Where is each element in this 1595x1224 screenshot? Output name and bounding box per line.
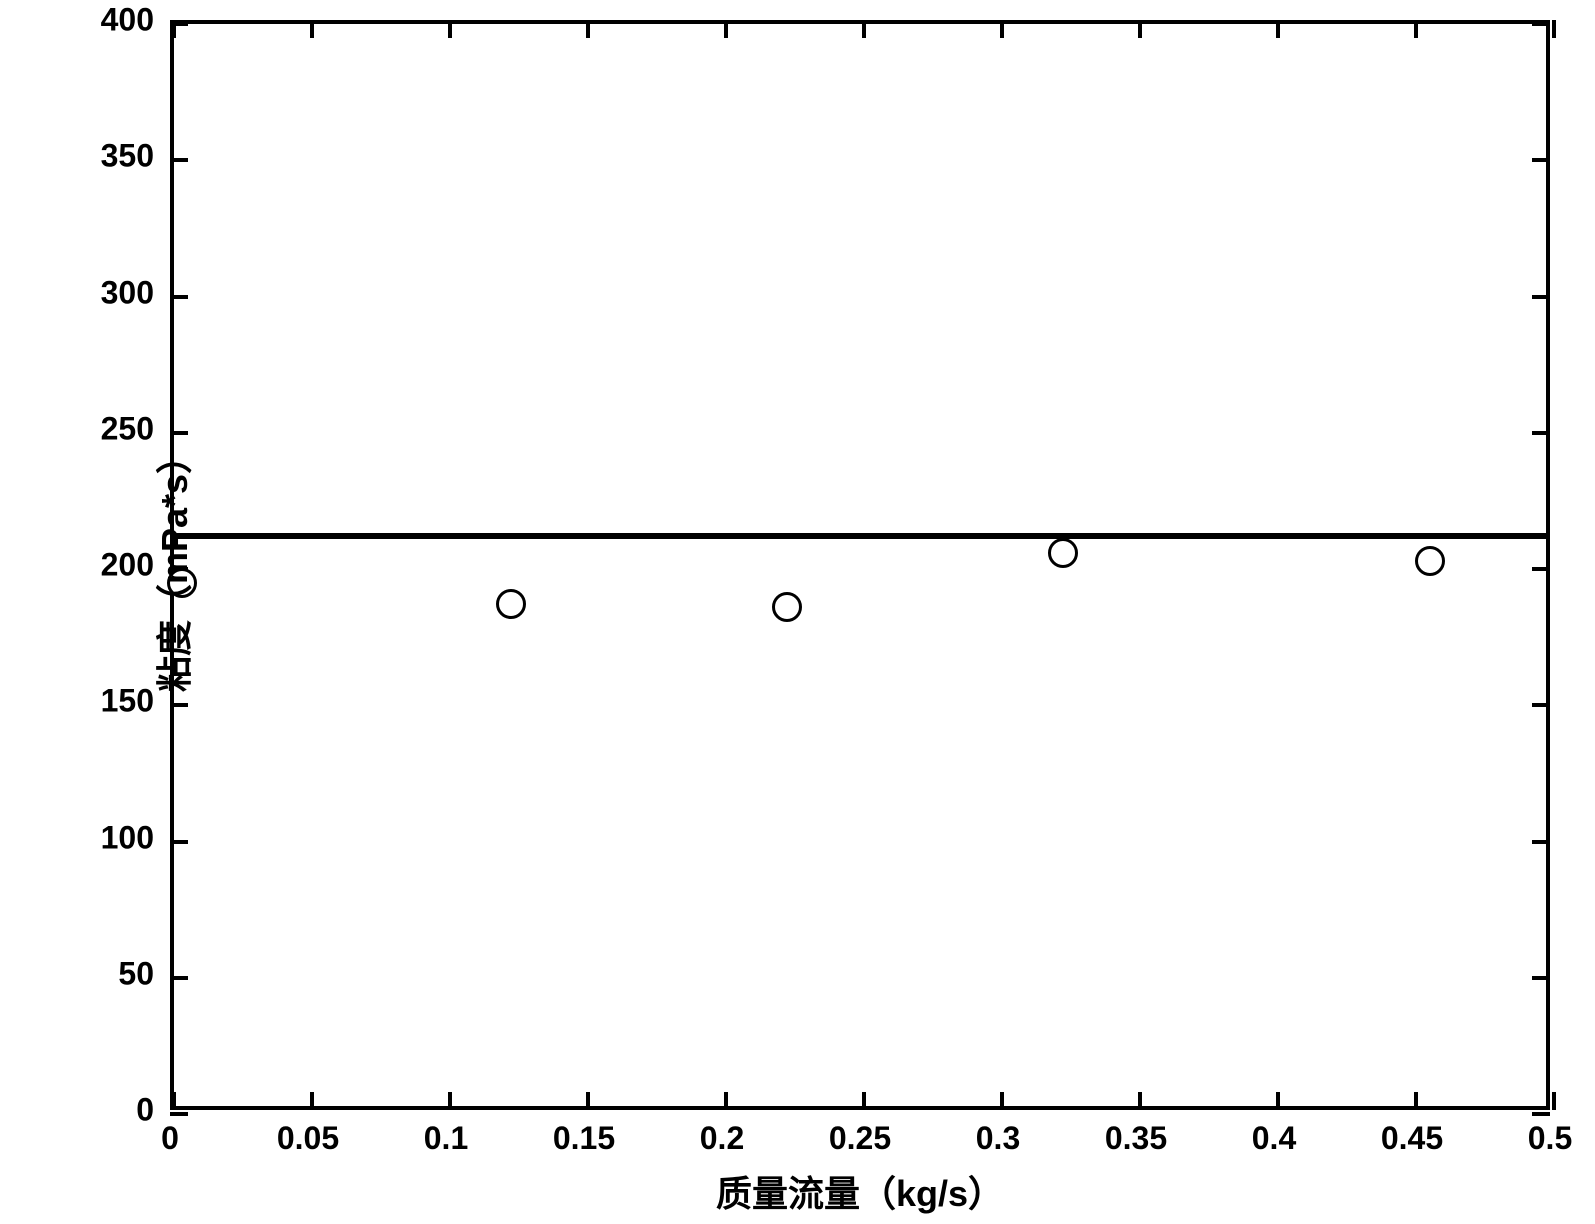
x-tick-label: 0.4 [1252,1120,1296,1157]
y-tick [170,1112,188,1116]
data-marker [772,592,802,622]
x-tick [862,1092,866,1110]
x-tick [1276,20,1280,38]
x-tick [1552,1092,1556,1110]
x-tick [1138,1092,1142,1110]
data-marker [1415,546,1445,576]
reference-line [174,533,1546,539]
x-tick-label: 0 [161,1120,179,1157]
y-axis-label: 粘度（mPa*s） [146,438,198,692]
y-tick [1532,295,1550,299]
plot-area [170,20,1550,1110]
y-tick [1532,703,1550,707]
x-tick [586,20,590,38]
y-tick [1532,1112,1550,1116]
y-tick-label: 300 [101,274,154,311]
x-tick [1276,1092,1280,1110]
x-tick [862,20,866,38]
x-tick [586,1092,590,1110]
x-tick [724,20,728,38]
x-tick [1000,20,1004,38]
y-tick-label: 100 [101,819,154,856]
y-tick [1532,431,1550,435]
y-tick [170,295,188,299]
y-tick-label: 350 [101,138,154,175]
x-tick [1414,20,1418,38]
data-marker [496,589,526,619]
x-tick [310,1092,314,1110]
x-tick-label: 0.1 [424,1120,468,1157]
x-tick [724,1092,728,1110]
x-axis-label: 质量流量（kg/s） [716,1165,1004,1217]
x-tick-label: 0.05 [277,1120,339,1157]
y-tick [170,840,188,844]
x-tick-label: 0.5 [1528,1120,1572,1157]
y-tick [170,703,188,707]
x-tick [1552,20,1556,38]
y-tick [170,158,188,162]
x-tick-label: 0.25 [829,1120,891,1157]
y-tick-label: 400 [101,2,154,39]
x-tick-label: 0.15 [553,1120,615,1157]
y-tick-label: 50 [118,955,154,992]
x-tick [172,1092,176,1110]
x-tick [448,20,452,38]
y-tick [1532,22,1550,26]
y-tick [1532,158,1550,162]
chart-container: 00.050.10.150.20.250.30.350.40.450.5 050… [170,20,1550,1110]
y-tick [1532,976,1550,980]
x-tick [1138,20,1142,38]
y-tick [1532,567,1550,571]
x-tick-label: 0.3 [976,1120,1020,1157]
y-tick [170,976,188,980]
x-tick [448,1092,452,1110]
data-marker [1048,538,1078,568]
y-tick-label: 0 [136,1092,154,1129]
y-tick [170,431,188,435]
x-tick [1000,1092,1004,1110]
y-tick [1532,840,1550,844]
x-tick-label: 0.2 [700,1120,744,1157]
x-tick-label: 0.35 [1105,1120,1167,1157]
x-tick-label: 0.45 [1381,1120,1443,1157]
x-tick [310,20,314,38]
y-tick [170,22,188,26]
x-tick [1414,1092,1418,1110]
